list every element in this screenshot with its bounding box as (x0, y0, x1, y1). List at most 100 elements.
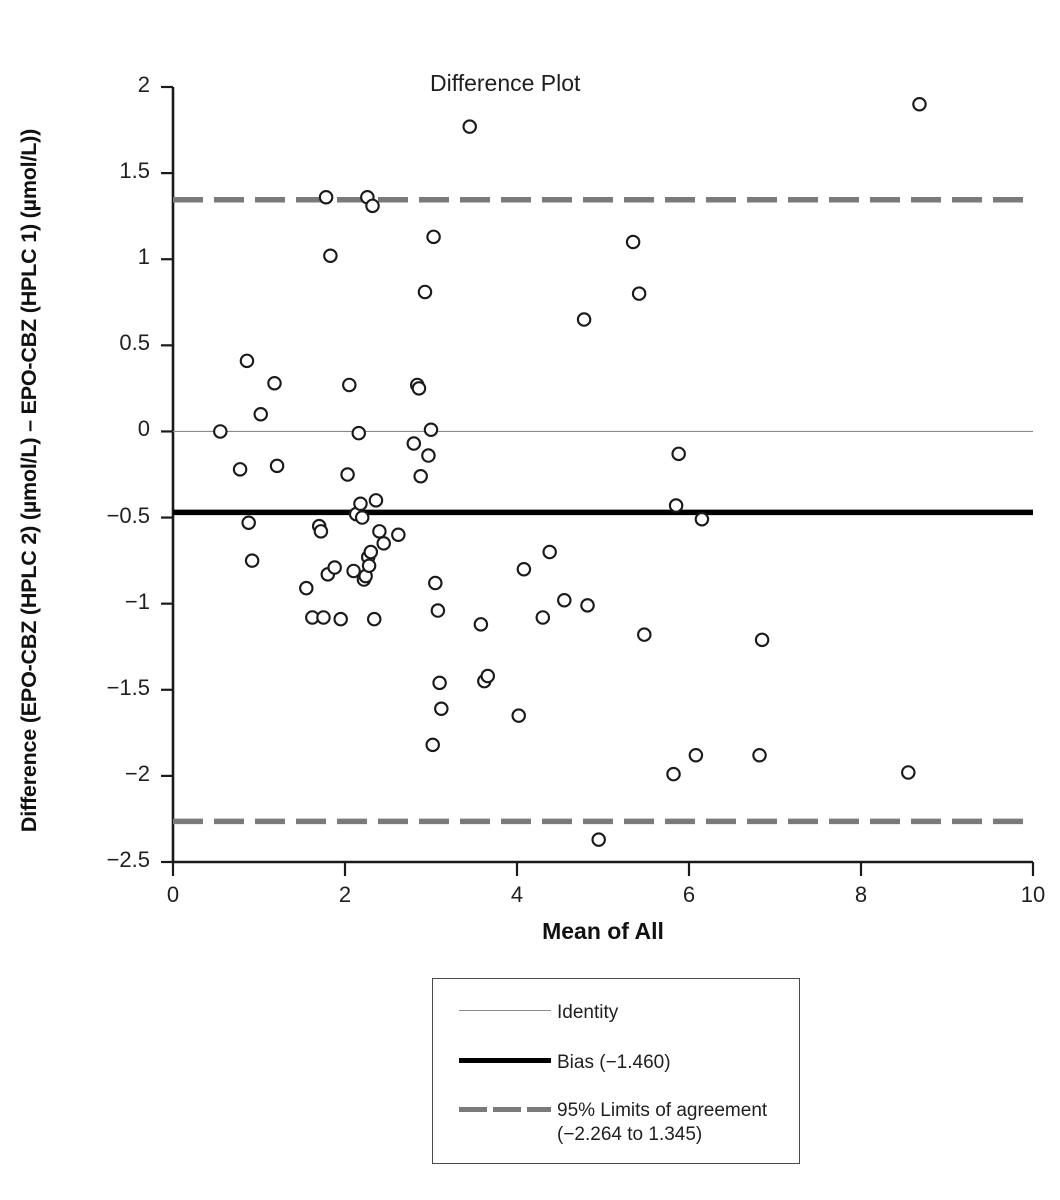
data-point (591, 832, 606, 847)
y-tick-label: 0 (137, 416, 150, 442)
data-point (391, 527, 406, 543)
data-point (754, 632, 770, 648)
data-point (342, 377, 357, 393)
data-point (244, 553, 260, 568)
data-point (473, 617, 489, 632)
data-point (363, 544, 379, 560)
data-point (253, 406, 268, 422)
data-point (511, 708, 526, 723)
x-tick-label: 2 (338, 882, 352, 907)
data-point (269, 458, 285, 474)
data-point (411, 381, 427, 396)
data-point (576, 312, 592, 327)
data-point (423, 422, 439, 437)
legend-label-loa-line2: (−2.264 to 1.345) (557, 1124, 703, 1145)
data-point (318, 189, 334, 205)
data-point (421, 448, 436, 463)
data-point (366, 611, 382, 627)
plot-title: Difference Plot (430, 70, 581, 96)
axes (161, 85, 1035, 876)
x-axis-label: Mean of All (542, 918, 664, 944)
legend-item-identity: Identity (433, 1001, 799, 1025)
y-tick-label: −2.5 (106, 847, 150, 872)
y-tick-label: −1.5 (106, 674, 150, 700)
data-point (376, 536, 391, 551)
data-point (516, 561, 532, 577)
data-point (535, 610, 551, 625)
data-point (912, 96, 927, 112)
data-point (666, 766, 681, 782)
data-point (232, 462, 248, 477)
x-tick-label: 10 (1020, 882, 1046, 907)
data-point (625, 234, 641, 250)
legend-label-bias: Bias (−1.460) (557, 1052, 671, 1073)
data-point (368, 493, 384, 508)
data-point (752, 747, 767, 763)
y-tick-label: 1.5 (119, 158, 150, 184)
data-point (542, 544, 557, 560)
y-tick-label: 2 (137, 72, 150, 97)
data-point (425, 737, 440, 753)
data-point (417, 284, 433, 300)
data-point (313, 524, 329, 539)
y-tick-label: −0.5 (106, 502, 150, 528)
data-point (365, 198, 380, 214)
data-point (361, 558, 377, 574)
data-point (353, 496, 368, 512)
data-point (241, 515, 256, 530)
data-point (299, 580, 314, 596)
data-point (637, 627, 652, 642)
data-point (340, 467, 355, 482)
data-point (432, 675, 447, 691)
data-point (406, 436, 422, 451)
data-point (557, 592, 572, 608)
limits-of-agreement-line-swatch-icon (459, 1099, 551, 1119)
data-point (426, 229, 441, 245)
data-point (333, 611, 348, 627)
y-tick-label: 0.5 (119, 330, 150, 356)
reference-lines (173, 197, 1033, 825)
data-point (413, 468, 428, 484)
data-point (213, 424, 228, 439)
data-point (354, 510, 370, 525)
data-point (430, 603, 446, 618)
data-point (372, 524, 387, 539)
x-tick-label: 4 (510, 882, 524, 907)
data-point (434, 701, 449, 716)
data-point (694, 512, 710, 527)
x-tick-label: 0 (166, 882, 180, 907)
data-point (428, 575, 443, 591)
y-tick-label: 1 (137, 244, 150, 270)
legend-label-identity: Identity (557, 1002, 619, 1023)
data-point (901, 765, 916, 780)
data-point (239, 353, 255, 369)
data-point (323, 248, 338, 264)
data-point (267, 375, 282, 391)
data-point (316, 610, 331, 625)
data-point (346, 563, 361, 579)
x-tick-label: 8 (854, 882, 868, 907)
legend-item-limits-of-agreement: 95% Limits of agreement (−2.264 to 1.345) (433, 1099, 799, 1147)
data-point (462, 119, 477, 134)
y-tick-label: −2 (124, 760, 150, 786)
data-point (668, 498, 684, 513)
legend-label-loa-line1: 95% Limits of agreement (557, 1100, 768, 1121)
identity-line-swatch-icon (459, 1001, 551, 1021)
data-point (351, 425, 367, 441)
data-point (327, 560, 342, 575)
bias-line-swatch-icon (459, 1051, 551, 1071)
x-axis-ticks (171, 862, 1035, 876)
data-point (631, 286, 647, 301)
x-tick-label: 6 (682, 882, 696, 907)
data-point (580, 598, 595, 613)
data-point (688, 747, 704, 763)
data-point (671, 446, 686, 462)
data-point (480, 668, 496, 684)
legend-box: Identity Bias (−1.460) 95% Limits of agr… (432, 978, 800, 1164)
y-tick-label: −1 (124, 588, 150, 614)
legend-label-limits-of-agreement: 95% Limits of agreement (−2.264 to 1.345) (557, 1099, 767, 1147)
data-points (213, 96, 927, 847)
y-axis-ticks (161, 85, 173, 864)
